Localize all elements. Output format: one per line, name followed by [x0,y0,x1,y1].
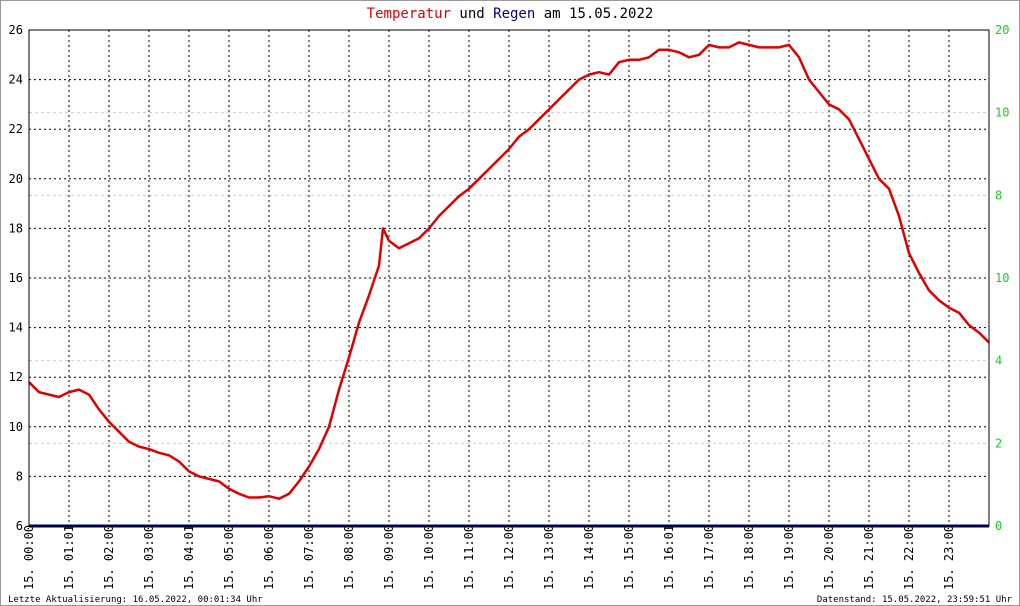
plot-border [28,29,990,527]
y2-tick-label: 10 [995,106,1009,120]
y-tick-label: 10 [9,420,23,434]
x-tick-label: 15. 13:00 [542,525,556,590]
x-tick-label: 15. 10:00 [422,525,436,590]
y-tick-label: 12 [9,370,23,384]
y-tick-label: 18 [9,221,23,235]
x-tick-label: 15. 20:00 [822,525,836,590]
x-tick-label: 15. 05:00 [222,525,236,590]
x-tick-label: 15. 17:00 [702,525,716,590]
x-tick-label: 15. 08:00 [342,525,356,590]
y-tick-label: 6 [16,519,23,533]
y-tick-label: 8 [16,469,23,483]
y2-tick-label: 20 [995,23,1009,37]
x-tick-label: 15. 04:01 [182,525,196,590]
x-tick-label: 15. 03:00 [142,525,156,590]
x-tick-label: 15. 07:00 [302,525,316,590]
x-tick-label: 15. 19:00 [782,525,796,590]
series-line [28,41,990,500]
y2-tick-label: 2 [995,436,1002,450]
x-tick-label: 15. 22:00 [902,525,916,590]
title-rain: Regen [493,6,535,22]
x-tick-label: 15. 16:01 [662,525,676,590]
x-tick-label: 15. 18:00 [742,525,756,590]
x-tick-label: 15. 15:00 [622,525,636,590]
footer-left: Letzte Aktualisierung: 16.05.2022, 00:01… [8,595,263,605]
x-tick-label: 15. 12:00 [502,525,516,590]
x-tick-label: 15. 09:00 [382,525,396,590]
x-tick-label: 15. 06:00 [262,525,276,590]
chart-title: Temperatur und Regen am 15.05.2022 [367,6,654,22]
y-tick-label: 16 [9,271,23,285]
x-tick-label: 15. 02:00 [102,525,116,590]
footer-right: Datenstand: 15.05.2022, 23:59:51 Uhr [817,595,1013,605]
x-tick-label: 15. 11:00 [462,525,476,590]
y-tick-label: 22 [9,122,23,136]
y2-tick-label: 4 [995,354,1002,368]
y2-tick-label: 8 [995,188,1002,202]
x-tick-label: 15. 21:00 [862,525,876,590]
y-tick-label: 20 [9,172,23,186]
y-tick-label: 14 [9,321,23,335]
y-tick-label: 26 [9,23,23,37]
y2-tick-label: 10 [995,271,1009,285]
title-temp: Temperatur [367,6,451,22]
x-tick-label: 15. 01:01 [62,525,76,590]
y-tick-label: 24 [9,73,23,87]
y2-tick-label: 0 [995,519,1002,533]
x-tick-label: 15. 14:00 [582,525,596,590]
title-suffix: am 15.05.2022 [544,6,654,22]
x-tick-label: 15. 00:00 [22,525,36,590]
title-connector: und [459,6,484,22]
x-tick-label: 15. 23:00 [942,525,956,590]
